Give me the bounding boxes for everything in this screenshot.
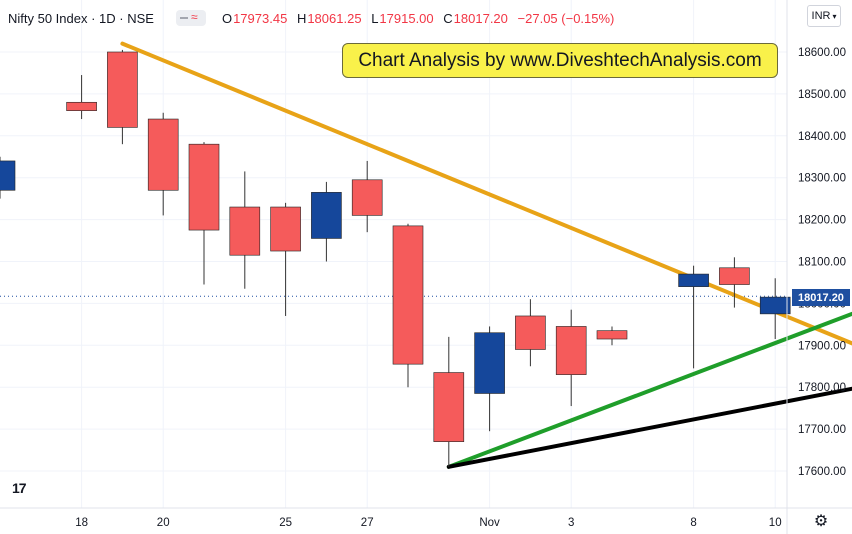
candle-body[interactable] xyxy=(596,330,628,340)
wave-icon: ≈ xyxy=(190,10,198,24)
candle-body[interactable] xyxy=(719,267,750,285)
eye-icon xyxy=(179,17,188,19)
close-value: 18017.20 xyxy=(453,10,508,26)
x-tick-label: 10 xyxy=(769,517,782,529)
candle-body[interactable] xyxy=(678,273,709,287)
candle-body[interactable] xyxy=(351,179,383,216)
time-axis[interactable]: 18 20 25 27 Nov 3 8 10 xyxy=(75,517,781,529)
symbol-title[interactable]: Nifty 50 Index · 1D · NSE xyxy=(8,10,154,26)
tradingview-logo-icon[interactable]: 17 xyxy=(12,480,27,496)
candle-body[interactable] xyxy=(0,160,16,191)
candle-body[interactable] xyxy=(66,101,97,111)
y-tick-label: 18100.00 xyxy=(798,257,846,269)
candle-body[interactable] xyxy=(107,51,138,128)
open-label: O xyxy=(221,10,233,26)
price-axis[interactable]: 17600.0017700.0017800.0017900.0018000.00… xyxy=(798,47,846,478)
currency-label: INR xyxy=(811,10,831,22)
x-tick-label: 3 xyxy=(568,517,574,529)
last-price-value: 18017.20 xyxy=(798,291,844,304)
y-tick-label: 17600.00 xyxy=(798,466,846,478)
x-tick-label: Nov xyxy=(479,517,500,529)
low-label: L xyxy=(371,10,379,26)
candle-body[interactable] xyxy=(759,296,791,315)
x-tick-label: 27 xyxy=(361,517,374,529)
x-tick-label: 25 xyxy=(279,517,292,529)
banner-text: Chart Analysis by www.DiveshtechAnalysis… xyxy=(358,49,762,71)
y-tick-label: 18600.00 xyxy=(798,47,846,59)
candle-body[interactable] xyxy=(311,192,342,239)
candles xyxy=(0,49,791,467)
high-value: 18061.25 xyxy=(307,10,362,26)
y-tick-label: 18400.00 xyxy=(798,131,846,143)
symbol-legend: Nifty 50 Index · 1D · NSE ≈ O17973.45 H1… xyxy=(8,8,617,28)
y-tick-label: 17900.00 xyxy=(798,340,846,352)
visibility-toggle[interactable]: ≈ xyxy=(175,10,206,26)
chevron-down-icon: ▾ xyxy=(832,11,837,21)
candle-body[interactable] xyxy=(555,326,587,375)
close-label: C xyxy=(443,10,453,26)
open-value: 17973.45 xyxy=(233,10,288,26)
y-tick-label: 18500.00 xyxy=(798,89,846,101)
y-tick-label: 18300.00 xyxy=(798,173,846,185)
candle-body[interactable] xyxy=(515,315,546,350)
gear-icon[interactable]: ⚙ xyxy=(813,513,829,530)
candle-body[interactable] xyxy=(270,206,301,252)
low-value: 17915.00 xyxy=(379,10,434,26)
candle-body[interactable] xyxy=(474,332,505,394)
candle-body[interactable] xyxy=(433,372,465,442)
candle-body[interactable] xyxy=(392,225,424,365)
change-value: −27.05 (−0.15%) xyxy=(517,10,615,26)
y-tick-label: 18200.00 xyxy=(798,215,846,227)
x-tick-label: 20 xyxy=(157,517,170,529)
candle-body[interactable] xyxy=(188,143,220,231)
y-tick-label: 17700.00 xyxy=(798,424,846,436)
trendline[interactable] xyxy=(446,266,852,469)
candle-body[interactable] xyxy=(147,118,179,191)
candle-body[interactable] xyxy=(229,206,261,256)
last-price-label: 18017.20 xyxy=(792,289,850,306)
x-tick-label: 18 xyxy=(75,517,88,529)
trendline[interactable] xyxy=(446,364,852,469)
x-tick-label: 8 xyxy=(690,517,696,529)
high-label: H xyxy=(296,10,307,26)
ohlc-values: O17973.45 H18061.25 L17915.00 C18017.20 … xyxy=(222,11,617,26)
trendline[interactable] xyxy=(120,41,852,362)
currency-selector[interactable]: INR ▾ xyxy=(807,5,841,27)
y-tick-label: 17800.00 xyxy=(798,382,846,394)
analysis-banner: Chart Analysis by www.DiveshtechAnalysis… xyxy=(342,43,778,78)
